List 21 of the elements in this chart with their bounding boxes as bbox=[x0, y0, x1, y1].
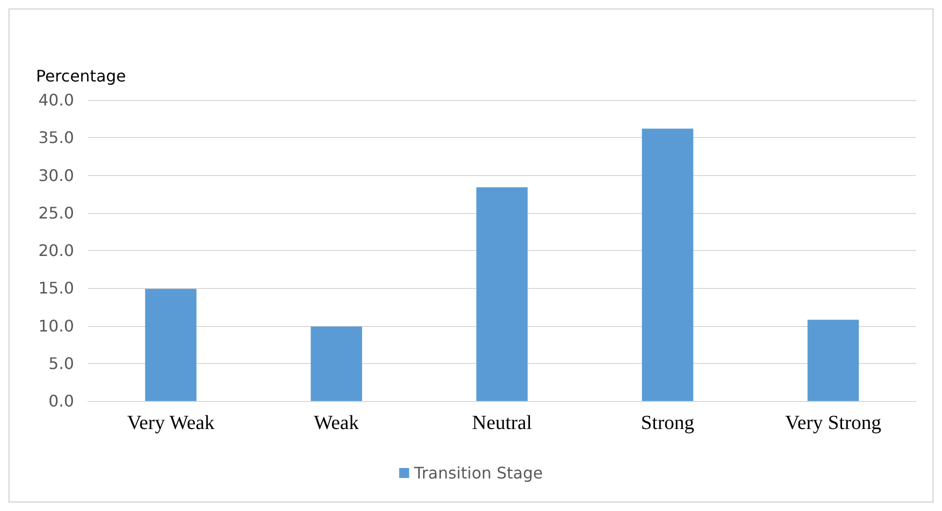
x-tick-label: Very Weak bbox=[127, 412, 215, 434]
y-tick-label: 25.0 bbox=[38, 203, 74, 222]
x-tick-label: Strong bbox=[640, 412, 694, 434]
bar bbox=[642, 128, 694, 401]
y-tick-label: 15.0 bbox=[38, 278, 74, 298]
y-tick-label: 20.0 bbox=[38, 241, 74, 260]
y-axis-title: Percentage bbox=[36, 66, 126, 86]
y-tick-label: 40.0 bbox=[38, 90, 74, 110]
y-tick-label: 10.0 bbox=[38, 316, 74, 336]
bar bbox=[808, 320, 859, 401]
legend-label: Transition Stage bbox=[413, 464, 543, 482]
y-tick-label: 35.0 bbox=[38, 128, 74, 148]
y-tick-label: 0.0 bbox=[48, 392, 74, 410]
x-tick-label: Neutral bbox=[472, 412, 532, 434]
bar bbox=[310, 326, 362, 401]
bar bbox=[476, 187, 528, 401]
x-tick-label: Very Strong bbox=[785, 412, 882, 434]
y-tick-label: 30.0 bbox=[38, 166, 74, 185]
x-tick-label: Weak bbox=[314, 412, 359, 434]
bar bbox=[145, 288, 196, 401]
y-tick-label: 5.0 bbox=[48, 354, 74, 373]
